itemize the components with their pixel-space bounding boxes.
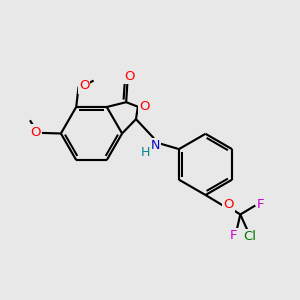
Text: N: N xyxy=(151,139,160,152)
Text: O: O xyxy=(124,70,134,83)
Text: F: F xyxy=(257,197,265,211)
Text: H: H xyxy=(141,146,150,159)
Text: O: O xyxy=(79,80,89,92)
Text: Cl: Cl xyxy=(243,230,256,244)
Text: F: F xyxy=(230,229,238,242)
Text: O: O xyxy=(223,198,233,212)
Text: O: O xyxy=(139,100,149,113)
Text: O: O xyxy=(31,125,41,139)
